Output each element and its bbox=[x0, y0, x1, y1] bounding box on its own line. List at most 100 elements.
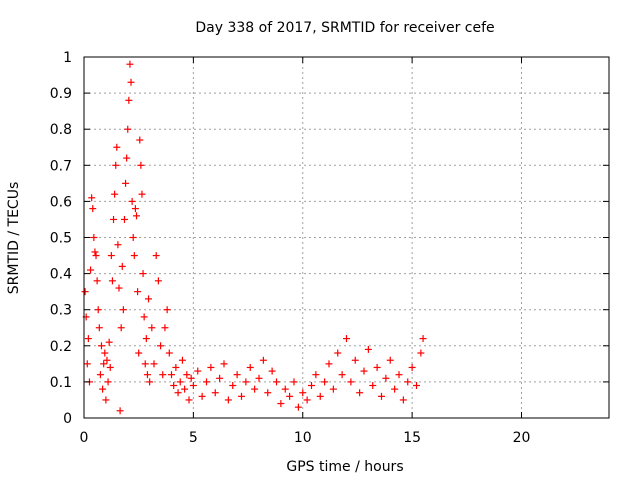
data-point bbox=[325, 360, 333, 368]
data-point bbox=[81, 288, 89, 296]
y-tick-label: 0.3 bbox=[50, 303, 72, 319]
data-point bbox=[93, 277, 101, 285]
data-point bbox=[233, 371, 241, 379]
data-point bbox=[356, 389, 364, 397]
axis-ticks bbox=[83, 56, 609, 419]
y-tick-label: 0.7 bbox=[50, 158, 72, 174]
data-point bbox=[399, 396, 407, 404]
data-point bbox=[207, 363, 215, 371]
y-tick-label: 0.9 bbox=[50, 86, 72, 102]
data-point bbox=[134, 288, 142, 296]
data-point bbox=[131, 205, 139, 213]
y-tick-label: 0.8 bbox=[50, 122, 72, 138]
data-point bbox=[299, 389, 307, 397]
data-point bbox=[142, 335, 150, 343]
data-point bbox=[148, 324, 156, 332]
y-tick-label: 0.5 bbox=[50, 231, 72, 247]
data-point bbox=[112, 161, 120, 169]
data-point bbox=[150, 360, 158, 368]
y-axis-tick-labels: 0 0.1 0.2 0.3 0.4 0.5 0.6 0.7 0.8 0.9 1 bbox=[50, 50, 72, 427]
data-point bbox=[172, 363, 180, 371]
data-point bbox=[259, 356, 267, 364]
data-point bbox=[246, 363, 254, 371]
data-point bbox=[281, 385, 289, 393]
data-point bbox=[334, 349, 342, 357]
data-point bbox=[185, 396, 193, 404]
data-point bbox=[364, 345, 372, 353]
data-point bbox=[152, 252, 160, 260]
data-point bbox=[107, 252, 115, 260]
y-axis-label: SRMTID / TECUs bbox=[6, 182, 22, 295]
data-point bbox=[100, 360, 108, 368]
x-tick-label: 0 bbox=[80, 430, 89, 446]
data-point bbox=[146, 378, 154, 386]
data-point bbox=[351, 356, 359, 364]
data-point bbox=[303, 396, 311, 404]
y-tick-label: 0 bbox=[63, 411, 72, 427]
data-point bbox=[391, 385, 399, 393]
data-point bbox=[194, 367, 202, 375]
data-point bbox=[347, 378, 355, 386]
data-point bbox=[181, 385, 189, 393]
data-point bbox=[373, 363, 381, 371]
x-tick-label: 10 bbox=[294, 430, 312, 446]
data-point bbox=[419, 335, 427, 343]
data-point bbox=[114, 241, 122, 249]
data-point bbox=[128, 197, 136, 205]
data-point bbox=[203, 378, 210, 386]
data-point bbox=[96, 371, 104, 379]
data-point bbox=[308, 382, 315, 390]
data-point bbox=[108, 277, 116, 285]
data-point bbox=[312, 371, 320, 379]
data-point bbox=[94, 306, 102, 314]
data-point bbox=[360, 367, 368, 375]
data-point bbox=[220, 360, 228, 368]
data-point bbox=[170, 382, 178, 390]
data-point bbox=[111, 190, 119, 198]
data-point bbox=[168, 371, 175, 379]
data-point bbox=[110, 215, 118, 223]
data-point bbox=[135, 349, 143, 357]
data-point bbox=[369, 382, 377, 390]
data-point bbox=[89, 205, 97, 213]
data-point bbox=[251, 385, 259, 393]
data-point bbox=[294, 403, 302, 411]
data-point bbox=[136, 136, 144, 144]
data-point bbox=[90, 234, 98, 241]
data-point bbox=[117, 324, 125, 332]
data-point bbox=[98, 342, 105, 350]
data-point bbox=[273, 378, 280, 386]
data-point bbox=[165, 349, 173, 357]
data-point bbox=[242, 378, 250, 386]
data-point bbox=[116, 407, 124, 415]
y-tick-label: 0.1 bbox=[50, 375, 72, 391]
data-point bbox=[321, 378, 329, 386]
data-point bbox=[174, 389, 182, 397]
data-point bbox=[161, 324, 169, 332]
data-point bbox=[138, 190, 146, 198]
data-point bbox=[145, 295, 153, 303]
y-tick-label: 0.4 bbox=[50, 267, 72, 283]
data-point bbox=[378, 392, 385, 400]
data-point bbox=[343, 335, 350, 343]
chart-title: Day 338 of 2017, SRMTID for receiver cef… bbox=[195, 20, 494, 36]
data-point bbox=[105, 338, 113, 346]
data-point bbox=[115, 284, 123, 292]
data-point bbox=[139, 270, 147, 278]
data-point bbox=[277, 400, 285, 408]
data-point bbox=[290, 378, 298, 386]
data-point bbox=[229, 382, 237, 390]
data-point bbox=[133, 212, 140, 220]
data-point bbox=[127, 78, 135, 86]
data-point bbox=[125, 96, 133, 104]
data-point bbox=[118, 262, 126, 270]
data-point bbox=[316, 392, 324, 400]
data-point bbox=[104, 378, 112, 386]
data-point bbox=[101, 349, 109, 357]
data-point bbox=[404, 378, 412, 386]
data-point bbox=[95, 324, 103, 332]
data-point bbox=[255, 374, 263, 382]
data-point bbox=[395, 371, 403, 379]
data-point bbox=[87, 266, 95, 274]
